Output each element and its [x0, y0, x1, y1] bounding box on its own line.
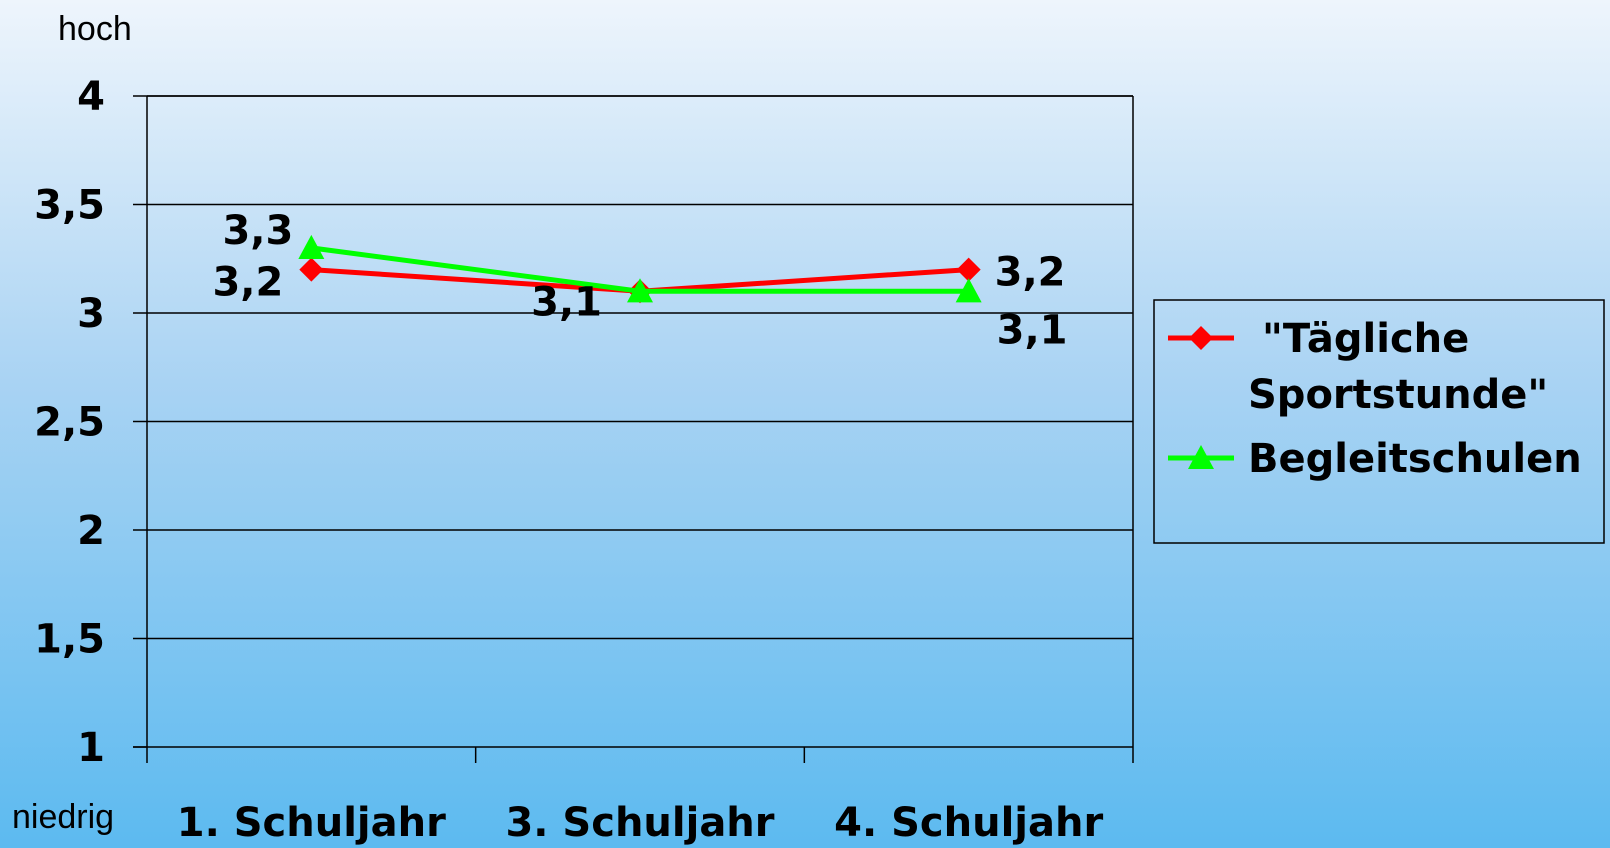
- y-bottom-annotation: niedrig: [12, 798, 114, 836]
- data-label: 3,2: [212, 260, 283, 306]
- data-labels: 3,2 3,1 3,2 3,3 3,1: [212, 208, 1067, 353]
- legend: "Tägliche Sportstunde" Begleitschulen: [1153, 299, 1605, 544]
- triangle-marker: [1188, 445, 1214, 470]
- data-label: 3,2: [995, 250, 1066, 296]
- data-label: 3,3: [222, 208, 293, 254]
- diamond-marker: [299, 257, 324, 282]
- triangle-marker: [627, 278, 653, 303]
- y-tick-label: 1,5: [34, 617, 105, 663]
- series-layer: [298, 234, 982, 304]
- data-label: 3,1: [997, 307, 1068, 353]
- y-tick-label: 3: [77, 291, 105, 337]
- y-tick-label: 3,5: [34, 183, 105, 229]
- y-tick-label: 2: [77, 508, 105, 554]
- triangle-marker: [955, 278, 982, 303]
- y-tick-label: 1: [77, 725, 105, 771]
- y-tick-label: 2,5: [34, 400, 105, 446]
- x-tick-label: 1. Schuljahr: [177, 800, 446, 846]
- x-tick-labels: 1. Schuljahr 3. Schuljahr 4. Schuljahr: [177, 800, 1104, 846]
- y-top-annotation: hoch: [58, 10, 132, 48]
- gridlines: [133, 95, 1133, 748]
- x-tick-label: 4. Schuljahr: [834, 800, 1103, 846]
- data-label: 3,1: [531, 279, 602, 325]
- axes: [133, 95, 1134, 763]
- diamond-marker: [956, 257, 981, 282]
- y-tick-label: 4: [77, 74, 105, 120]
- x-tick-label: 3. Schuljahr: [505, 800, 774, 846]
- y-tick-labels: 1 1,5 2 2,5 3 3,5 4: [34, 74, 105, 771]
- legend-box: [1153, 299, 1605, 544]
- triangle-marker: [298, 234, 325, 259]
- diamond-marker: [1189, 326, 1213, 350]
- legend-label-0: "Tägliche Sportstunde": [1248, 316, 1548, 418]
- legend-label-1: Begleitschulen: [1248, 436, 1582, 482]
